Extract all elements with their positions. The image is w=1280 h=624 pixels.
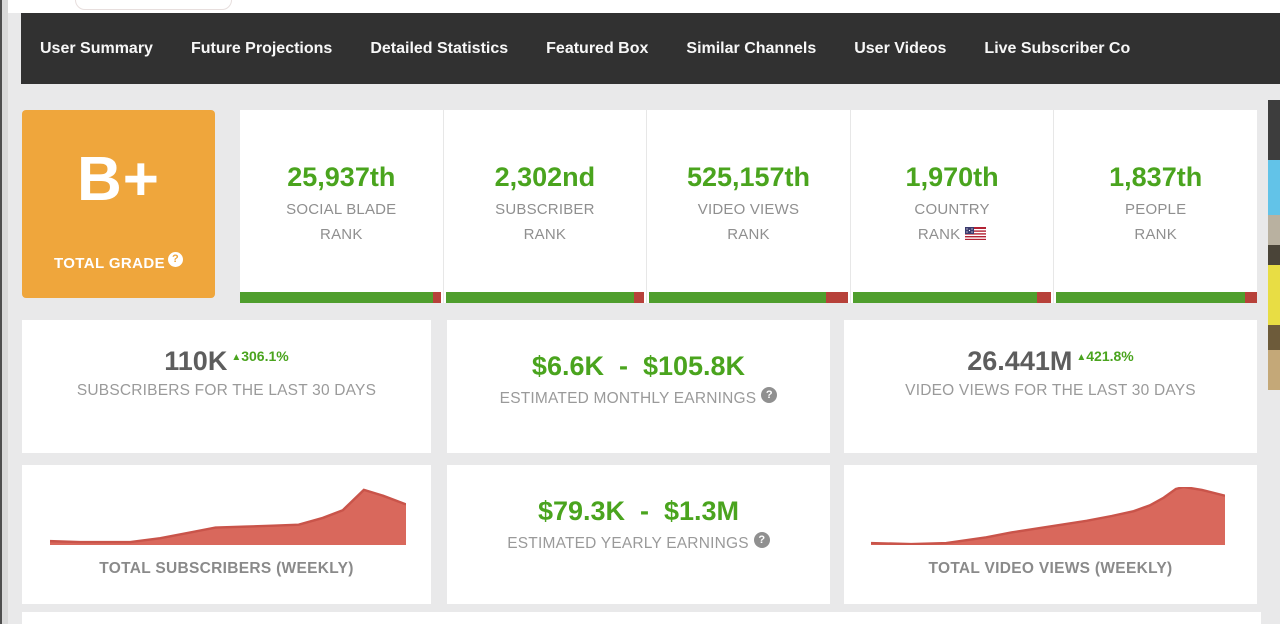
video-views-weekly-chart-card: TOTAL VIDEO VIEWS (WEEKLY) (844, 465, 1257, 604)
rank-cell: 25,937th SOCIAL BLADE RANK (240, 110, 444, 303)
monthly-earnings-value: $6.6K - $105.8K (531, 351, 746, 381)
rank-value: 2,302nd (494, 162, 596, 192)
ranks-card: 25,937th SOCIAL BLADE RANK 2,302nd SUBSC… (240, 110, 1257, 303)
grade-value: B+ (77, 145, 160, 214)
right-edge-cropped-content (1268, 100, 1280, 390)
nav-tab[interactable]: User Videos (854, 39, 947, 57)
rank-label: COUNTRY RANK (851, 197, 1054, 248)
nav-tab[interactable]: Live Subscriber Co (984, 39, 1131, 57)
rank-bar-red (825, 292, 848, 303)
video-views-weekly-chart (871, 487, 1225, 545)
rank-cell: 2,302nd SUBSCRIBER RANK (444, 110, 648, 303)
right-edge-block (1268, 215, 1280, 245)
us-flag-icon (965, 223, 987, 248)
rank-progress-bar (649, 292, 848, 303)
monthly-earnings-card: $6.6K - $105.8K ESTIMATED MONTHLY EARNIN… (447, 320, 830, 453)
subscribers-weekly-chart-caption: TOTAL SUBSCRIBERS (WEEKLY) (99, 560, 354, 577)
monthly-earnings-label: ESTIMATED MONTHLY EARNINGS? (447, 387, 830, 408)
rank-bar-green (445, 292, 635, 303)
window-left-gutter (2, 0, 8, 624)
video-views-30d-card: 26.441M ▲421.8% VIDEO VIEWS FOR THE LAST … (844, 320, 1257, 453)
nav-tab[interactable]: User Summary (40, 39, 153, 57)
subscribers-delta-badge: ▲306.1% (231, 348, 289, 364)
nav-tab[interactable]: Featured Box (546, 39, 649, 57)
rank-label: VIDEO VIEWS RANK (697, 201, 800, 243)
window-left-edge (0, 0, 2, 624)
rank-label: SUBSCRIBER RANK (495, 201, 595, 243)
rank-bar-red (1244, 292, 1257, 303)
subscribers-weekly-chart (50, 488, 406, 545)
next-section-cropped (22, 612, 1261, 624)
rank-cell: 525,157th VIDEO VIEWS RANK (647, 110, 851, 303)
subscribers-30d-label: SUBSCRIBERS FOR THE LAST 30 DAYS (76, 382, 377, 399)
rank-bar-red (634, 292, 645, 303)
right-edge-block (1268, 160, 1280, 215)
rank-bar-green (852, 292, 1038, 303)
rank-progress-bar (445, 292, 645, 303)
subscribers-weekly-chart-card: TOTAL SUBSCRIBERS (WEEKLY) (22, 465, 431, 604)
right-edge-block (1268, 245, 1280, 265)
header-bottom-strip (8, 0, 1280, 13)
nav-tab[interactable]: Future Projections (190, 39, 333, 57)
nav-tab[interactable]: Detailed Statistics (370, 39, 509, 57)
grade-label: TOTAL GRADE? (22, 252, 215, 272)
total-grade-card: B+ TOTAL GRADE? (22, 110, 215, 298)
cropped-platform-tab[interactable] (75, 0, 232, 10)
arrow-up-icon: ▲ (1076, 352, 1087, 363)
rank-value: 25,937th (287, 162, 396, 192)
right-edge-block (1268, 350, 1280, 390)
rank-progress-bar (240, 292, 441, 303)
help-icon[interactable]: ? (753, 532, 770, 548)
video-views-weekly-chart-caption: TOTAL VIDEO VIEWS (WEEKLY) (928, 560, 1173, 577)
rank-cell: 1,837th PEOPLE RANK (1054, 110, 1257, 303)
rank-bar-green (1056, 292, 1245, 303)
arrow-up-icon: ▲ (231, 352, 242, 363)
video-views-30d-label: VIDEO VIEWS FOR THE LAST 30 DAYS (905, 382, 1196, 399)
views-delta-badge: ▲421.8% (1076, 348, 1134, 364)
rank-label: PEOPLE RANK (1125, 201, 1187, 243)
rank-bar-green (649, 292, 826, 303)
yearly-earnings-value: $79.3K - $1.3M (537, 496, 740, 526)
rank-bar-green (240, 292, 433, 303)
nav-tab[interactable]: Similar Channels (686, 39, 817, 57)
section-nav: User Summary Future Projections Detailed S… (21, 13, 1280, 84)
rank-progress-bar (1056, 292, 1257, 303)
rank-label: SOCIAL BLADE RANK (286, 201, 397, 243)
rank-bar-red (432, 292, 441, 303)
rank-value: 1,837th (1109, 162, 1203, 192)
rank-cell: 1,970th COUNTRY RANK (851, 110, 1055, 303)
rank-value: 525,157th (686, 162, 811, 192)
rank-value: 1,970th (905, 162, 999, 192)
help-icon[interactable]: ? (761, 387, 778, 403)
rank-bar-red (1037, 292, 1052, 303)
video-views-30d-value: 26.441M ▲421.8% (967, 346, 1134, 376)
yearly-earnings-label: ESTIMATED YEARLY EARNINGS? (447, 532, 830, 553)
right-edge-block (1268, 100, 1280, 160)
subscribers-30d-value: 110K ▲306.1% (164, 346, 289, 376)
yearly-earnings-card: $79.3K - $1.3M ESTIMATED YEARLY EARNINGS… (447, 465, 830, 604)
right-edge-block (1268, 265, 1280, 325)
help-icon[interactable]: ? (168, 252, 184, 267)
rank-progress-bar (852, 292, 1052, 303)
subscribers-30d-card: 110K ▲306.1% SUBSCRIBERS FOR THE LAST 30 … (22, 320, 431, 453)
right-edge-block (1268, 325, 1280, 350)
